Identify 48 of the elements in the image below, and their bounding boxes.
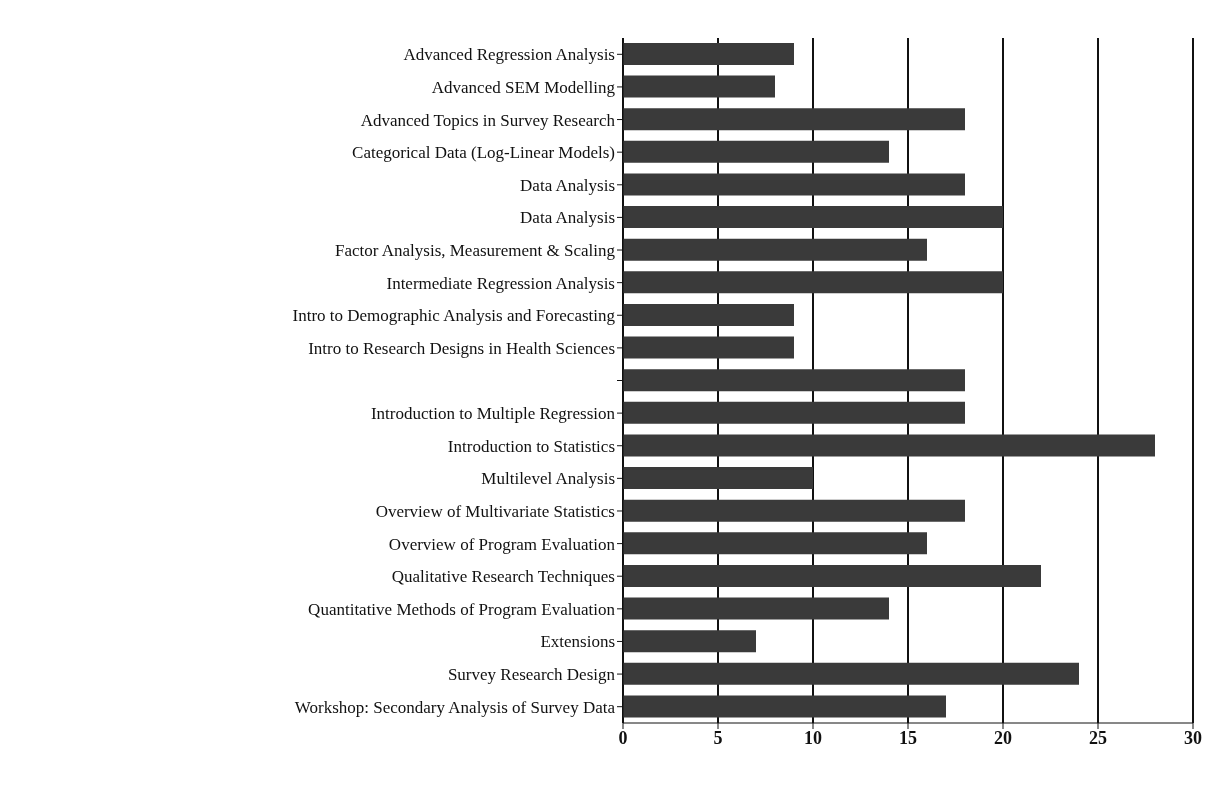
bar [623, 532, 927, 555]
bar [623, 401, 965, 424]
y-tick-label: Intermediate Regression Analysis [386, 273, 615, 293]
x-tick-label: 0 [618, 727, 628, 748]
bar [623, 336, 794, 359]
bar [623, 43, 794, 65]
y-tick-label: Data Analysis [520, 175, 615, 195]
bar [623, 630, 756, 653]
y-tick-label: Overview of Multivariate Statistics [375, 502, 615, 522]
y-tick-label: Advanced Regression Analysis [403, 45, 615, 65]
y-tick-label: Introduction to Multiple Regression [370, 404, 616, 424]
bar [623, 369, 965, 392]
y-tick-label: Multilevel Analysis [481, 469, 615, 489]
y-tick-label: Advanced Topics in Survey Research [360, 110, 616, 130]
x-tick-label: 25 [1089, 727, 1107, 748]
bar [623, 662, 1079, 685]
x-tick-label: 15 [899, 727, 917, 748]
y-tick-label: Workshop: Secondary Analysis of Survey Data [294, 697, 616, 717]
y-tick-label: Intro to Demographic Analysis and Forecasting [292, 306, 616, 326]
bar [623, 597, 889, 620]
y-tick-label: Survey Research Design [447, 665, 616, 685]
y-tick-label: Qualitative Research Techniques [391, 567, 615, 587]
y-tick-label: Overview of Program Evaluation [388, 534, 616, 554]
bar [623, 434, 1155, 457]
y-tick-label: Data Analysis [520, 208, 615, 228]
bar [623, 206, 1003, 229]
bar [623, 303, 794, 326]
y-tick-label: Intro to Research Designs in Health Sciences [308, 338, 615, 358]
y-tick-label: Factor Analysis, Measurement & Scaling [335, 241, 616, 261]
y-tick-label: Introduction to Statistics [447, 436, 615, 456]
bar [623, 108, 965, 131]
bar [623, 695, 946, 718]
bar [623, 467, 813, 490]
bar [623, 238, 927, 261]
bar [623, 499, 965, 522]
y-tick-label: Categorical Data (Log-Linear Models) [352, 143, 615, 163]
x-tick-label: 30 [1184, 727, 1202, 748]
x-tick-label: 20 [994, 727, 1012, 748]
bar [623, 564, 1041, 587]
bar [623, 75, 775, 98]
bar [623, 173, 965, 196]
y-tick-label: Quantitative Methods of Program Evaluation [308, 599, 616, 619]
y-tick-label: Extensions [540, 632, 615, 652]
bar [623, 271, 1003, 294]
bar [623, 140, 889, 163]
x-tick-label: 10 [804, 727, 822, 748]
x-tick-label: 5 [713, 727, 723, 748]
y-tick-label: Advanced SEM Modelling [431, 77, 616, 97]
